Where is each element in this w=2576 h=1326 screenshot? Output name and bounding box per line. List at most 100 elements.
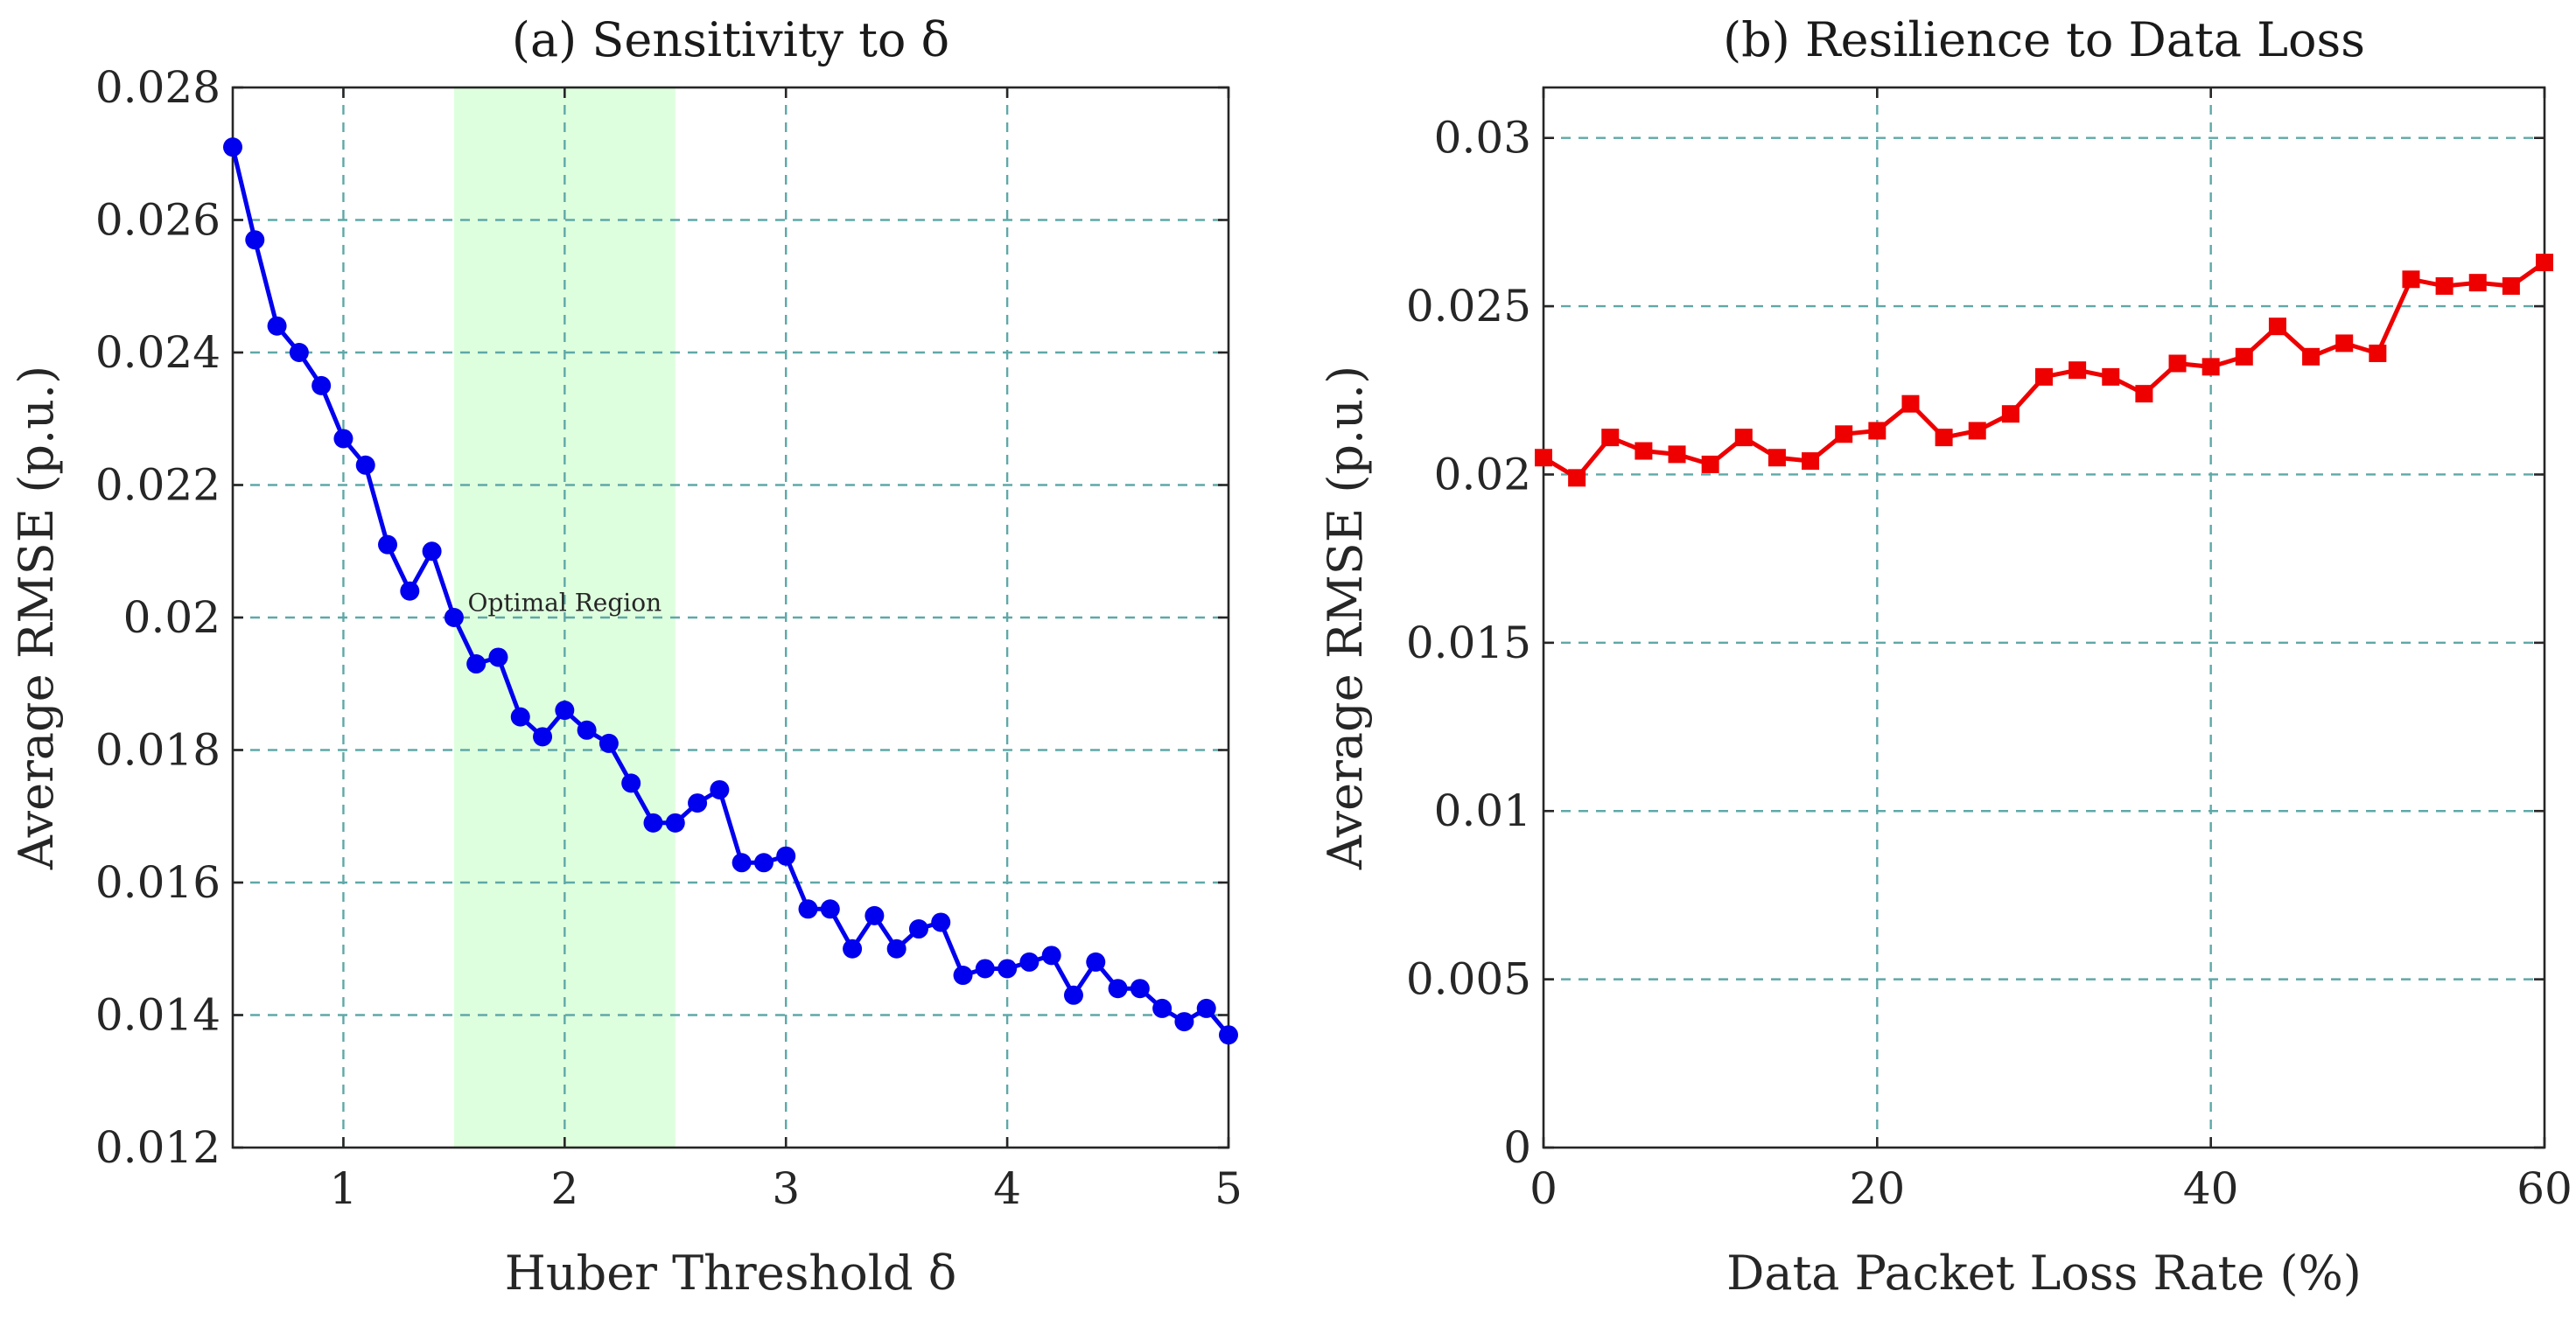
data-point-marker (665, 813, 685, 833)
y-tick-label: 0.02 (1434, 449, 1531, 499)
data-point-marker (1019, 952, 1040, 972)
x-tick-label: 60 (2516, 1163, 2572, 1214)
data-point-marker (2268, 318, 2286, 336)
data-point-marker (820, 899, 840, 919)
data-point-marker (378, 534, 398, 555)
series-markers-b (1535, 254, 2553, 487)
y-tick-labels-a: 0.012 0.014 0.016 0.018 0.02 0.022 0.024 0.026 0… (95, 62, 220, 1173)
data-point-marker (643, 813, 663, 833)
data-point-marker (1130, 979, 1150, 999)
x-tick-label: 2 (550, 1163, 578, 1214)
data-point-marker (931, 912, 951, 932)
y-tick-label: 0.016 (95, 857, 220, 908)
data-point-marker (598, 733, 619, 753)
y-tick-label: 0.025 (1406, 281, 1531, 332)
data-point-marker (1152, 998, 1172, 1018)
data-point-marker (312, 375, 332, 395)
data-point-marker (2369, 344, 2387, 362)
x-tick-label: 40 (2183, 1163, 2239, 1214)
y-tick-label: 0.026 (95, 195, 220, 246)
data-point-marker (555, 701, 575, 721)
data-point-marker (1535, 449, 1552, 467)
data-point-marker (289, 343, 309, 362)
y-tick-label: 0.022 (95, 460, 220, 511)
data-point-marker (953, 966, 973, 986)
data-point-marker (843, 939, 863, 959)
data-point-marker (975, 959, 995, 979)
chart-title-a: (a) Sensitivity to δ (512, 12, 949, 67)
chart-panel-b: 0 20 40 60 0 0.005 0.01 0.015 0.02 0.025 0.03 (b)… (1318, 12, 2572, 1301)
data-point-marker (798, 899, 818, 919)
chart-title-b: (b) Resilience to Data Loss (1723, 12, 2365, 67)
data-point-marker (2435, 277, 2454, 296)
data-point-marker (1734, 429, 1753, 447)
data-point-marker (466, 654, 486, 674)
tick-marks-a (233, 86, 1230, 1149)
y-tick-label: 0.03 (1434, 113, 1531, 164)
data-point-marker (2335, 334, 2354, 352)
data-point-marker (267, 316, 287, 336)
data-point-marker (2468, 274, 2487, 292)
data-point-marker (1063, 985, 1083, 1005)
x-axis-label-b: Data Packet Loss Rate (%) (1726, 1246, 2362, 1301)
data-point-marker (2302, 347, 2320, 366)
data-point-marker (1601, 429, 1620, 447)
data-point-marker (1568, 469, 1586, 487)
y-tick-label: 0.005 (1406, 954, 1531, 1005)
data-point-marker (710, 779, 730, 799)
data-point-marker (2402, 270, 2420, 289)
plot-frame-b (1542, 86, 2546, 1149)
data-point-marker (908, 919, 928, 939)
y-tick-label: 0.024 (95, 327, 220, 378)
data-point-marker (2102, 367, 2120, 386)
optimal-region-label: Optimal Region (468, 588, 662, 617)
y-tick-label: 0.028 (95, 62, 220, 113)
data-point-marker (400, 581, 420, 601)
data-point-marker (510, 707, 530, 727)
data-point-marker (2536, 254, 2553, 272)
data-point-marker (1668, 445, 1686, 464)
x-tick-label: 5 (1214, 1163, 1242, 1214)
data-point-marker (2035, 367, 2053, 386)
x-tick-labels-a: 1 2 3 4 5 (330, 1163, 1242, 1214)
data-point-marker (444, 608, 464, 627)
x-tick-label: 20 (1850, 1163, 1906, 1214)
data-point-marker (1868, 422, 1886, 440)
data-point-marker (2235, 347, 2253, 366)
data-point-marker (886, 939, 906, 959)
x-tick-label: 3 (772, 1163, 800, 1214)
y-tick-label: 0 (1503, 1122, 1531, 1173)
data-point-marker (688, 793, 708, 813)
x-tick-label: 1 (330, 1163, 358, 1214)
data-point-marker (1041, 946, 1061, 966)
data-point-marker (577, 720, 597, 740)
gridlines-b (1544, 87, 2544, 1148)
data-point-marker (1835, 425, 1853, 443)
data-point-marker (1802, 452, 1820, 471)
data-point-marker (355, 455, 375, 475)
data-point-marker (1108, 979, 1128, 999)
y-tick-label: 0.01 (1434, 785, 1531, 836)
data-point-marker (2502, 277, 2520, 296)
x-tick-label: 0 (1530, 1163, 1558, 1214)
y-tick-label: 0.014 (95, 990, 220, 1041)
x-tick-label: 4 (993, 1163, 1021, 1214)
data-point-marker (1219, 1025, 1238, 1045)
data-point-marker (1768, 449, 1786, 467)
data-point-marker (1196, 998, 1216, 1018)
data-point-marker (621, 773, 641, 793)
data-point-marker (2068, 361, 2087, 380)
gridlines-a (233, 87, 1228, 1148)
data-point-marker (2135, 385, 2153, 403)
data-point-marker (1634, 442, 1653, 460)
x-tick-labels-b: 0 20 40 60 (1530, 1163, 2572, 1214)
data-point-marker (223, 137, 242, 157)
data-point-marker (1935, 429, 1953, 447)
tick-marks-b (1542, 87, 2546, 1149)
data-point-marker (753, 853, 774, 873)
series-markers-a (223, 137, 1238, 1045)
data-point-marker (333, 429, 354, 449)
y-tick-label: 0.012 (95, 1122, 220, 1173)
y-axis-label-a: Average RMSE (p.u.) (9, 366, 64, 870)
